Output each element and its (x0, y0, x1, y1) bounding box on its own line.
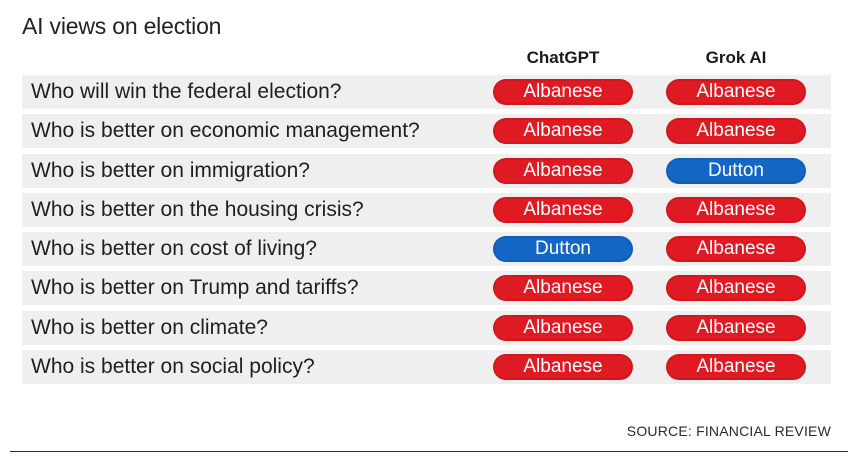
question-label: Who will win the federal election? (31, 80, 342, 103)
table-row: Who is better on Trump and tariffs? Alban… (22, 271, 831, 306)
grok-ai-answer-badge: Albanese (666, 196, 806, 223)
bottom-divider (10, 451, 848, 452)
chart-title: AI views on election (22, 13, 222, 39)
grok-ai-answer-badge: Albanese (666, 275, 806, 302)
table-row: Who is better on social policy? Albanese A… (22, 350, 831, 385)
grok-ai-answer-badge: Albanese (666, 79, 806, 105)
table-row: Who is better on cost of living? Dutton Al… (22, 232, 831, 267)
grok-ai-answer-badge: Albanese (666, 314, 806, 341)
grok-ai-answer-badge: Albanese (666, 118, 806, 145)
table-row: Who is better on economic management? Alb… (22, 114, 831, 149)
question-label: Who is better on climate? (31, 315, 268, 339)
question-label: Who is better on Trump and tariffs? (31, 276, 359, 300)
question-label: Who is better on the housing crisis? (31, 197, 364, 221)
table-row: Who is better on the housing crisis? Alba… (22, 192, 831, 227)
source-note: SOURCE: FINANCIAL REVIEW (626, 423, 831, 439)
chatgpt-answer-badge: Albanese (493, 157, 633, 184)
chatgpt-answer-badge: Albanese (493, 354, 633, 381)
chatgpt-answer-badge: Albanese (493, 275, 633, 302)
column-header-chatgpt: ChatGPT (526, 48, 600, 67)
grok-ai-answer-badge: Dutton (666, 157, 806, 184)
question-label: Who is better on social policy? (31, 355, 315, 379)
comparison-table: Who will win the federal election? Albane… (22, 75, 831, 389)
question-label: Who is better on immigration? (31, 158, 310, 182)
chatgpt-answer-badge: Albanese (493, 79, 633, 105)
grok-ai-answer-badge: Albanese (666, 354, 806, 381)
question-label: Who is better on cost of living? (31, 237, 317, 261)
column-header-grok-ai: Grok AI (705, 48, 767, 67)
chatgpt-answer-badge: Albanese (493, 196, 633, 223)
chatgpt-answer-badge: Dutton (493, 236, 633, 263)
grok-ai-answer-badge: Albanese (666, 236, 806, 263)
question-label: Who is better on economic management? (31, 119, 420, 143)
table-row: Who will win the federal election? Albane… (22, 75, 831, 109)
chatgpt-answer-badge: Albanese (493, 314, 633, 341)
chatgpt-answer-badge: Albanese (493, 118, 633, 145)
table-row: Who is better on immigration? Albanese Dut… (22, 153, 831, 188)
table-row: Who is better on climate? Albanese Albanes… (22, 310, 831, 345)
